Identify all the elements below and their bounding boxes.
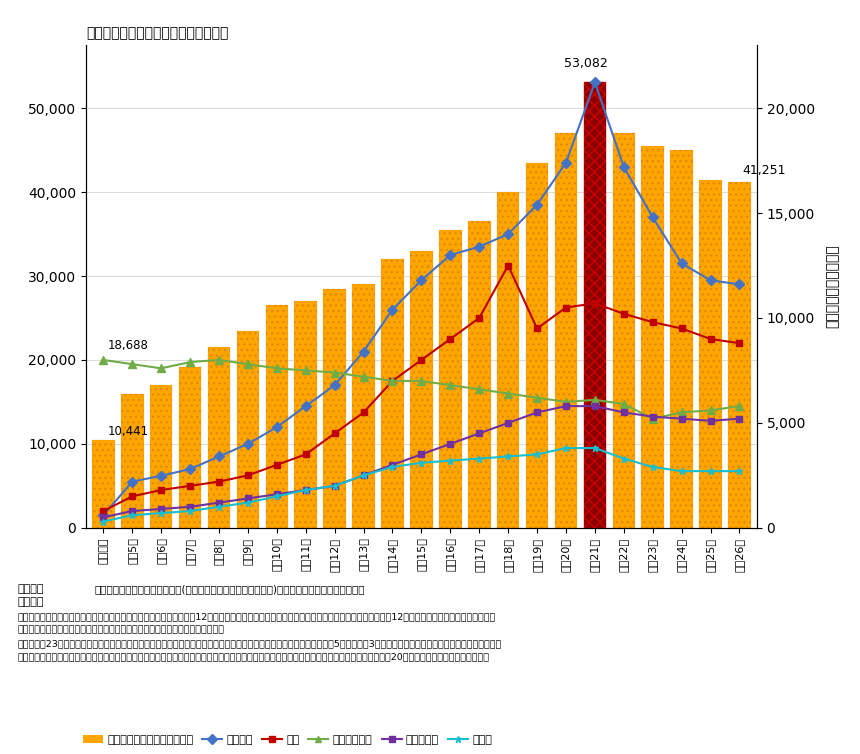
Bar	[208, 348, 230, 528]
Bar	[237, 330, 259, 528]
Bar	[497, 192, 519, 528]
Bar	[92, 440, 114, 528]
Text: 三重県における外国人住民人口（人）: 三重県における外国人住民人口（人）	[86, 26, 229, 40]
Legend: 登録者総数（左側の目盛り）, ブラジル, 中国, 韓国又は朝鮮, フィリピン, ペルー: 登録者総数（左側の目盛り）, ブラジル, 中国, 韓国又は朝鮮, フィリピン, …	[78, 730, 497, 749]
Bar	[323, 289, 346, 528]
Bar	[323, 289, 346, 528]
Bar	[670, 150, 693, 528]
Bar	[555, 133, 577, 528]
Bar	[92, 440, 114, 528]
Bar	[555, 133, 577, 528]
Text: （備考）: （備考）	[17, 597, 44, 608]
Text: 41,251: 41,251	[742, 164, 786, 177]
Bar	[237, 330, 259, 528]
Bar	[525, 163, 549, 528]
Bar	[266, 305, 288, 528]
Bar	[179, 366, 201, 528]
Bar	[584, 82, 606, 528]
Bar	[150, 385, 173, 528]
Bar	[381, 259, 403, 528]
Text: 10,441: 10,441	[108, 425, 149, 439]
Bar	[642, 146, 664, 528]
Bar	[353, 284, 375, 528]
Y-axis label: 主な国籍別人口（人）: 主な国籍別人口（人）	[826, 244, 840, 329]
Bar	[497, 192, 519, 528]
Bar	[699, 179, 722, 528]
Text: このデータは三重県が県内市町に年１回独自に住民基本台帳（各年12月末現在）に登録されている外国人住民数の調査した値のため同じ各年12月末現在でも表１で用いた、法: このデータは三重県が県内市町に年１回独自に住民基本台帳（各年12月末現在）に登録…	[17, 612, 495, 621]
Bar	[584, 82, 606, 528]
Bar	[294, 301, 317, 528]
Bar	[410, 251, 433, 528]
Bar	[612, 133, 635, 528]
Bar	[121, 394, 144, 528]
Bar	[439, 230, 462, 528]
Bar	[468, 222, 490, 528]
Bar	[525, 163, 549, 528]
Bar	[121, 394, 144, 528]
Bar	[728, 182, 751, 528]
Text: 53,082: 53,082	[564, 57, 608, 70]
Text: 「在留外国人統計」の在留外国人数の値と異なります（本データの方が過少）。: 「在留外国人統計」の在留外国人数の値と異なります（本データの方が過少）。	[17, 626, 224, 635]
Bar	[150, 385, 173, 528]
Bar	[612, 133, 635, 528]
Bar	[468, 222, 490, 528]
Bar	[439, 230, 462, 528]
Bar	[208, 348, 230, 528]
Bar	[642, 146, 664, 528]
Text: また平成23年以前の「外国人住民数」は、旧外国人登録法に基づく外国人登録者数を指します。さらに平成元年と平成5年との間、3年間の値は欠損していることにご留意くだ: また平成23年以前の「外国人住民数」は、旧外国人登録法に基づく外国人登録者数を指…	[17, 639, 501, 648]
Bar	[410, 251, 433, 528]
Text: （出所）: （出所）	[17, 584, 44, 594]
Bar	[381, 259, 403, 528]
Bar	[728, 182, 751, 528]
Text: なお、棒グラフである三重県における外国人住民人口数（在留外国人数）について、いわゆるリーマンショックによる経済危機が発生した平成20年については色を変えています: なお、棒グラフである三重県における外国人住民人口数（在留外国人数）について、いわ…	[17, 653, 489, 662]
Bar	[699, 179, 722, 528]
Bar	[353, 284, 375, 528]
Text: 「外国人住民国籍別人口調査」(三重県生活環境部多文化共生課)を元に三重県統計課で加工作成: 「外国人住民国籍別人口調査」(三重県生活環境部多文化共生課)を元に三重県統計課で…	[95, 584, 366, 594]
Bar	[670, 150, 693, 528]
Bar	[179, 366, 201, 528]
Bar	[294, 301, 317, 528]
Bar	[266, 305, 288, 528]
Text: 18,688: 18,688	[108, 339, 149, 351]
